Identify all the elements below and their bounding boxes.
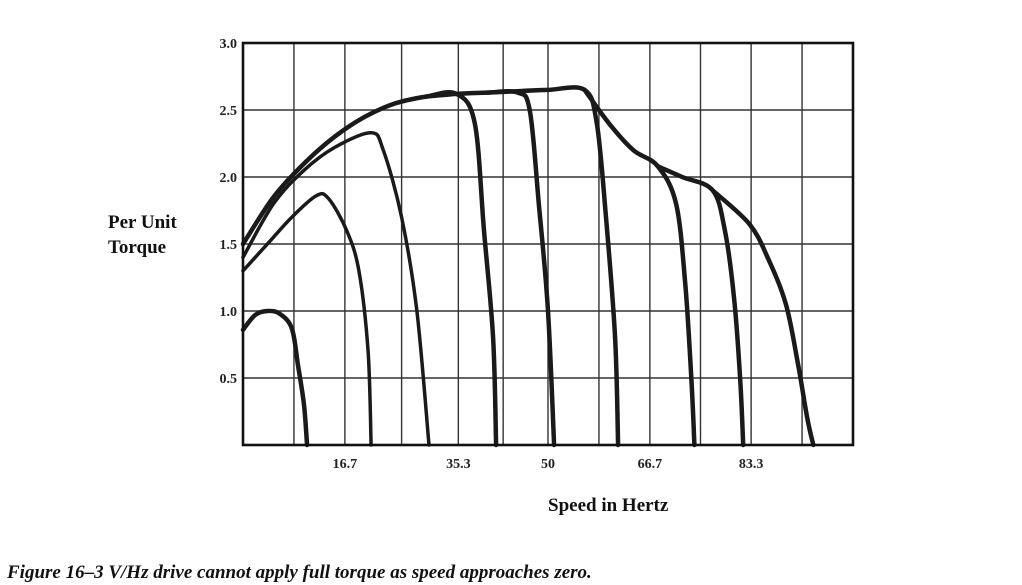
y-tick-label: 2.5 xyxy=(220,104,238,119)
torque-curve-8 xyxy=(655,164,746,448)
figure-caption: Figure 16–3 V/Hz drive cannot apply full… xyxy=(6,562,592,583)
y-axis-label-line-2: Torque xyxy=(108,237,166,258)
x-tick-label: 83.3 xyxy=(739,457,764,472)
x-tick-label: 50 xyxy=(541,457,555,472)
x-tick-label: 16.7 xyxy=(333,457,358,472)
torque-curve-6 xyxy=(484,85,621,448)
y-axis-label-line-1: Per Unit xyxy=(108,212,177,233)
x-tick-label: 35.3 xyxy=(446,457,471,472)
x-tick-label: 66.7 xyxy=(638,457,663,472)
y-tick-label: 0.5 xyxy=(220,372,238,387)
y-tick-label: 1.0 xyxy=(220,305,238,320)
torque-curve-1 xyxy=(240,308,310,448)
tick-labels: 0.5 1.0 1.5 2.0 2.5 3.0 16.7 35.3 50 66.7 83.3 xyxy=(220,37,764,472)
y-tick-label: 2.0 xyxy=(220,171,238,186)
torque-curve-9 xyxy=(710,188,816,448)
torque-curve-3 xyxy=(241,131,431,447)
y-tick-label: 1.5 xyxy=(220,238,238,253)
grid-lines xyxy=(243,43,853,445)
x-axis-label: Speed in Hertz xyxy=(548,495,669,516)
torque-curve-5 xyxy=(423,89,557,448)
torque-curve-7 xyxy=(582,87,697,448)
torque-curves xyxy=(240,85,816,448)
y-tick-label: 3.0 xyxy=(220,37,238,52)
plot-frame xyxy=(241,41,855,447)
torque-curve-2 xyxy=(241,191,373,447)
